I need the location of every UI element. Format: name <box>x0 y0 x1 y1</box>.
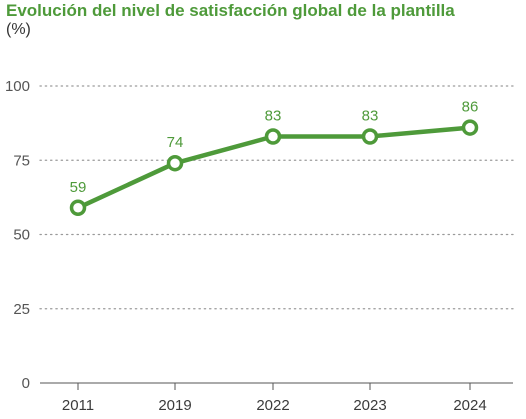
data-point <box>361 128 379 145</box>
y-tick-label: 0 <box>22 375 30 392</box>
data-label: 74 <box>167 134 184 151</box>
y-tick-label: 100 <box>5 78 30 95</box>
y-tick-label: 50 <box>13 227 30 244</box>
data-point <box>69 199 87 217</box>
y-tick-label: 25 <box>13 301 30 318</box>
data-label: 83 <box>265 107 282 124</box>
chart-subtitle: (%) <box>6 21 31 38</box>
chart-title: Evolución del nivel de satisfacción glob… <box>6 1 455 20</box>
x-tick-label: 2019 <box>158 397 191 414</box>
data-point <box>461 119 479 136</box>
data-label: 83 <box>362 107 379 124</box>
x-tick-label: 2011 <box>62 397 94 414</box>
y-tick-label: 75 <box>13 152 30 169</box>
data-point <box>264 128 282 145</box>
x-tick-label: 2024 <box>453 397 486 414</box>
x-tick-label: 2023 <box>353 397 386 414</box>
data-label: 86 <box>462 99 479 116</box>
data-label: 59 <box>70 179 87 196</box>
x-tick-label: 2022 <box>256 397 289 414</box>
data-point <box>166 154 184 172</box>
